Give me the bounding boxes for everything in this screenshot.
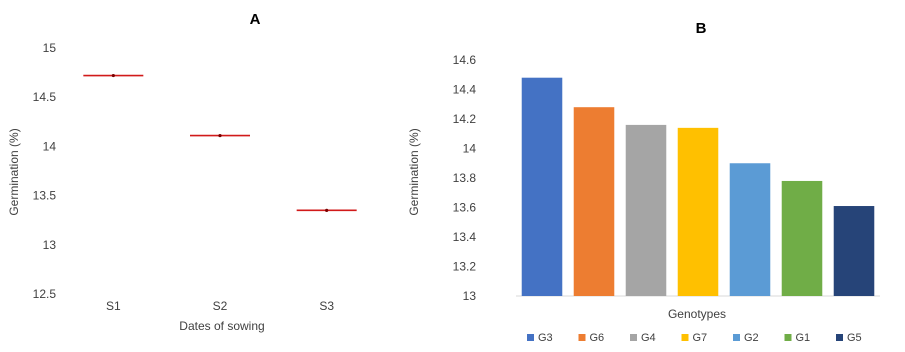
legend-label-g7: G7 [693,332,708,344]
panel-a-y-axis-label: Germination (%) [7,128,21,215]
panel-b-y-tick-label: 13.8 [453,171,477,185]
panel-b-x-axis-label: Genotypes [668,307,726,321]
panel-b-letter: B [696,20,707,37]
panel-b-legend: G3 G6 G4 G7 G2 G1 G5 [527,332,862,344]
panel-a-plot-area: 15 14.5 14 13.5 13 12.5 S1 S2 S3 [33,41,357,313]
panel-a-x-tick-label: S2 [213,299,228,313]
panel-b-bar-g7 [677,127,719,296]
legend-swatch-g2 [733,334,740,341]
legend-swatch-g5 [836,334,843,341]
legend-label-g3: G3 [538,332,553,344]
panel-a-x-tick-label: S1 [106,299,121,313]
panel-b-y-tick-label: 13.4 [453,230,477,244]
panel-b-bar-g1 [781,180,823,296]
panel-b-y-tick-label: 13.2 [453,260,477,274]
panel-b-y-tick-label: 14 [463,142,477,156]
panel-a-x-tick-label: S3 [319,299,334,313]
panel-b-y-tick-label: 14.2 [453,112,477,126]
panel-b-plot-area: 14.6 14.4 14.2 14 13.8 13.6 13.4 13.2 13 [453,53,880,303]
panel-b-bar-g2 [729,163,771,296]
legend-swatch-g1 [784,334,792,341]
panel-a-y-tick-label: 14 [43,139,57,153]
panel-a-mean-point [325,208,329,212]
legend-swatch-g3 [527,334,534,341]
panel-a-letter: A [250,11,261,28]
legend-label-g1: G1 [796,332,811,344]
panel-a-mean-point [218,133,222,138]
panel-b-y-tick-label: 14.6 [453,53,477,67]
legend-label-g4: G4 [641,332,656,344]
panel-a-x-axis-label: Dates of sowing [179,319,264,333]
panel-b-y-tick-label: 13 [463,289,477,303]
panel-b-bar-g4 [625,124,667,297]
panel-b-y-axis-label: Germination (%) [407,128,421,215]
panel-b-y-tick-label: 14.4 [453,83,477,97]
panel-b-bar-g6 [573,107,615,296]
panel-a-y-tick-label: 13.5 [33,189,57,203]
panel-b-bar-g5 [833,206,875,296]
panel-a-y-tick-label: 13 [43,238,57,252]
panel-b-bar-g3 [521,77,563,296]
panel-a-y-tick-label: 15 [43,41,57,55]
panel-a-mean-point [111,73,115,78]
panel-a-y-tick-label: 12.5 [33,287,57,301]
legend-label-g5: G5 [847,332,862,344]
legend-swatch-g7 [681,334,689,341]
panel-a-y-tick-label: 14.5 [33,90,57,104]
legend-swatch-g6 [578,334,586,341]
legend-label-g2: G2 [744,332,759,344]
panel-b-y-tick-label: 13.6 [453,201,477,215]
legend-swatch-g4 [630,334,637,341]
legend-label-g6: G6 [590,332,605,344]
